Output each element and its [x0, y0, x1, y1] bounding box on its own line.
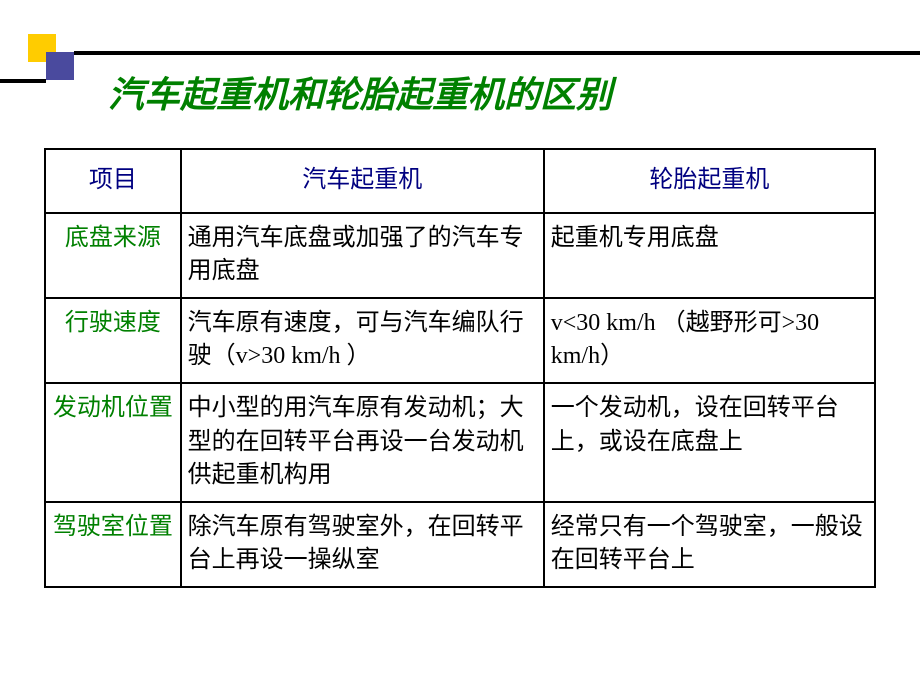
header-col2: 汽车起重机 — [181, 149, 544, 213]
slide-title: 汽车起重机和轮胎起重机的区别 — [108, 66, 612, 118]
row-label: 驾驶室位置 — [45, 502, 181, 587]
divider-short — [0, 79, 46, 83]
purple-square-icon — [46, 52, 74, 80]
table-row: 驾驶室位置 除汽车原有驾驶室外，在回转平台上再设一操纵室 经常只有一个驾驶室，一… — [45, 502, 875, 587]
comparison-table: 项目 汽车起重机 轮胎起重机 底盘来源 通用汽车底盘或加强了的汽车专用底盘 起重… — [44, 148, 876, 588]
comparison-table-container: 项目 汽车起重机 轮胎起重机 底盘来源 通用汽车底盘或加强了的汽车专用底盘 起重… — [44, 148, 876, 588]
cell: 起重机专用底盘 — [544, 213, 875, 298]
cell: 一个发动机，设在回转平台上，或设在底盘上 — [544, 383, 875, 502]
cell: 汽车原有速度，可与汽车编队行驶（v>30 km/h ） — [181, 298, 544, 383]
cell: 经常只有一个驾驶室，一般设在回转平台上 — [544, 502, 875, 587]
table-row: 底盘来源 通用汽车底盘或加强了的汽车专用底盘 起重机专用底盘 — [45, 213, 875, 298]
row-label: 发动机位置 — [45, 383, 181, 502]
table-row: 行驶速度 汽车原有速度，可与汽车编队行驶（v>30 km/h ） v<30 km… — [45, 298, 875, 383]
slide-decoration — [0, 28, 100, 88]
cell: 除汽车原有驾驶室外，在回转平台上再设一操纵室 — [181, 502, 544, 587]
divider-long — [74, 51, 920, 55]
row-label: 行驶速度 — [45, 298, 181, 383]
row-label: 底盘来源 — [45, 213, 181, 298]
header-col3: 轮胎起重机 — [544, 149, 875, 213]
cell: v<30 km/h （越野形可>30 km/h） — [544, 298, 875, 383]
table-row: 发动机位置 中小型的用汽车原有发动机；大型的在回转平台再设一台发动机供起重机构用… — [45, 383, 875, 502]
cell: 中小型的用汽车原有发动机；大型的在回转平台再设一台发动机供起重机构用 — [181, 383, 544, 502]
cell: 通用汽车底盘或加强了的汽车专用底盘 — [181, 213, 544, 298]
header-col1: 项目 — [45, 149, 181, 213]
table-header-row: 项目 汽车起重机 轮胎起重机 — [45, 149, 875, 213]
